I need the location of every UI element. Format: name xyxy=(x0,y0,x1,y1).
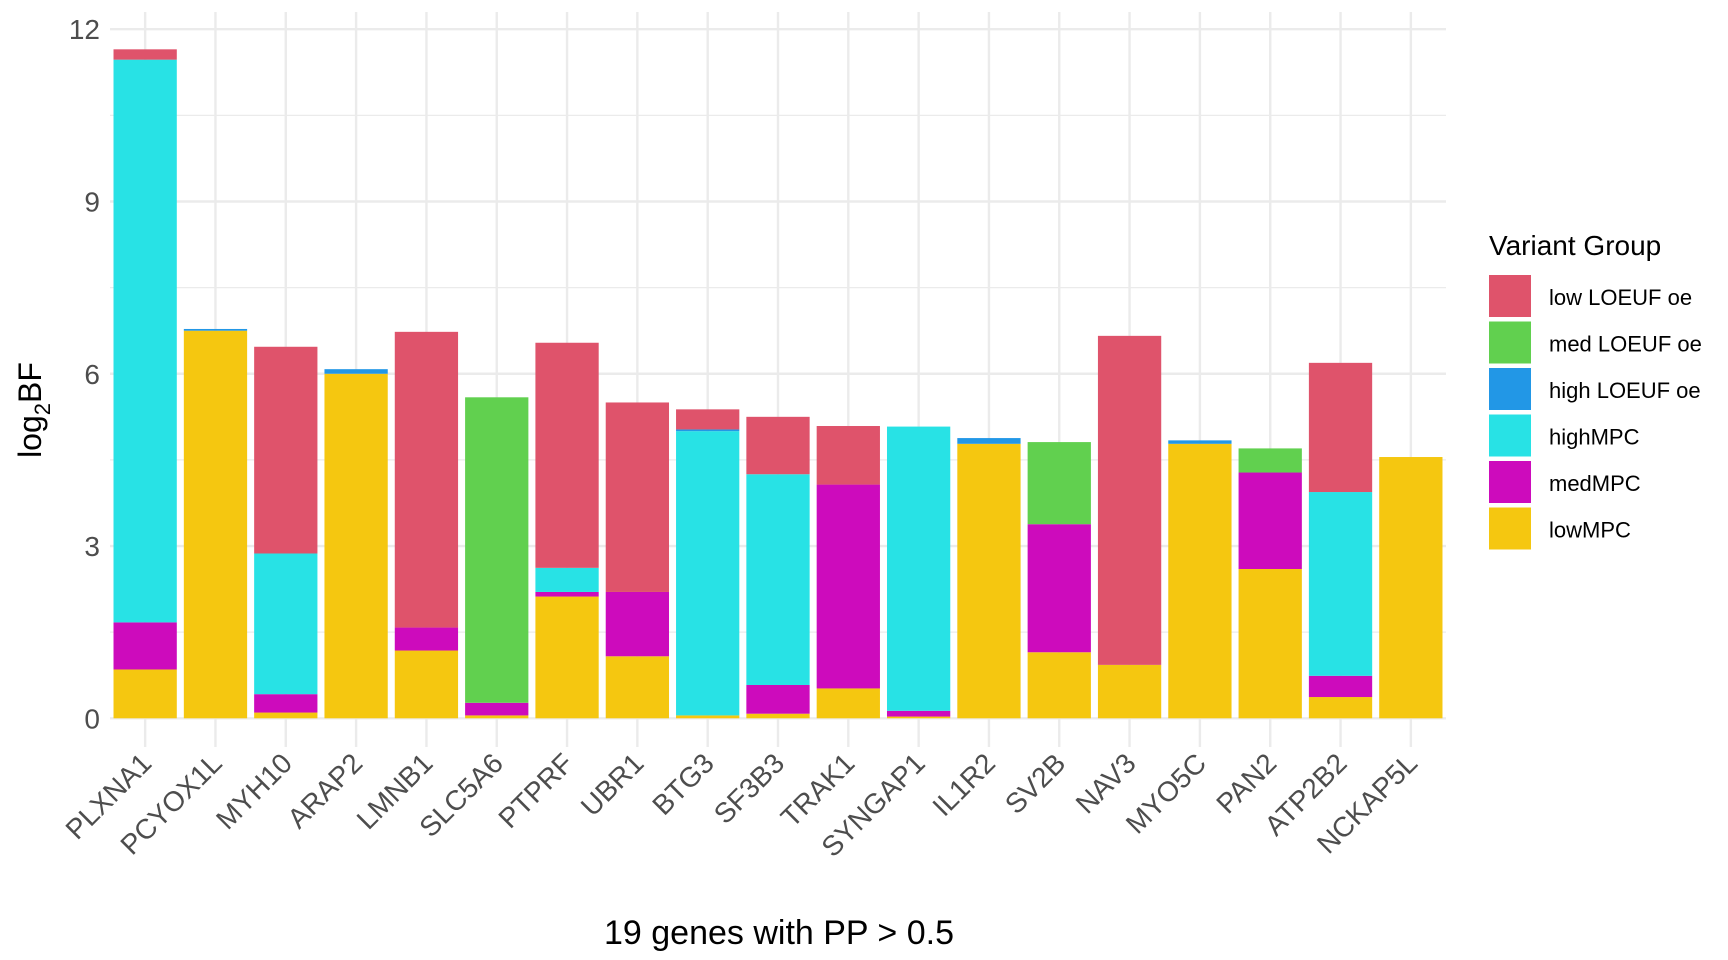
bar-segment xyxy=(394,627,459,651)
bar-segment xyxy=(535,567,599,592)
bar-segment xyxy=(957,438,1021,444)
bar-segment xyxy=(605,402,670,592)
bar-segment xyxy=(816,484,880,689)
bar-segment xyxy=(254,712,318,719)
bar-segment xyxy=(1097,335,1162,665)
bar-segment xyxy=(1097,664,1162,719)
bar-segment xyxy=(816,426,880,485)
x-tick-label: SV2B xyxy=(999,747,1072,820)
bar-segment xyxy=(746,713,810,719)
bar-segment xyxy=(676,429,740,432)
bar-segment xyxy=(535,596,599,719)
bar-segment xyxy=(816,688,880,719)
bar-segment xyxy=(183,330,248,719)
bar-segment xyxy=(1238,472,1302,569)
bar-segment xyxy=(886,426,951,711)
bar-segment xyxy=(676,431,740,716)
x-tick-label: PTPRF xyxy=(492,747,579,834)
y-tick-label: 6 xyxy=(84,359,100,390)
bar-segment xyxy=(605,656,670,719)
legend-label: high LOEUF oe xyxy=(1549,378,1701,403)
bar-segment xyxy=(113,669,177,719)
x-axis-ticks: PLXNA1PCYOX1LMYH10ARAP2LMNB1SLC5A6PTPRFU… xyxy=(60,747,1424,862)
bar-segment xyxy=(1168,443,1232,719)
bar-segment xyxy=(465,397,529,703)
legend-label: medMPC xyxy=(1549,471,1641,496)
bar-segment xyxy=(535,591,599,597)
x-tick-label: IL1R2 xyxy=(926,747,1001,822)
y-tick-label: 3 xyxy=(84,531,100,562)
bar-segment xyxy=(254,553,318,695)
bar-segment xyxy=(1238,568,1302,719)
legend-items: low LOEUF oe med LOEUF oe high LOEUF oe hig… xyxy=(1489,275,1702,550)
y-axis-title-base: log xyxy=(12,415,48,458)
y-axis-title-subscript: 2 xyxy=(30,403,55,415)
legend-key xyxy=(1489,507,1531,550)
bar-segment xyxy=(746,474,810,685)
bar-segment xyxy=(113,59,177,623)
bar-segment xyxy=(676,409,740,430)
bar-segment xyxy=(886,710,951,717)
legend-key xyxy=(1489,321,1531,364)
legend-key xyxy=(1489,368,1531,410)
bar-segment xyxy=(1379,457,1443,719)
bar-segment xyxy=(1168,440,1232,444)
legend-label: highMPC xyxy=(1549,425,1640,450)
bar-segment xyxy=(1308,675,1373,698)
bar-segment xyxy=(605,591,670,657)
bar-segment xyxy=(886,716,951,719)
bar-segment xyxy=(254,694,318,713)
bar-segment xyxy=(746,416,810,475)
x-tick-label: UBR1 xyxy=(575,747,650,822)
bar-segment xyxy=(957,443,1021,719)
y-axis-title-suffix: BF xyxy=(12,362,48,403)
bar-segment xyxy=(465,702,529,716)
bar-segment xyxy=(1027,442,1091,525)
bar-segment xyxy=(324,373,388,719)
legend-key xyxy=(1489,461,1531,503)
legend: Variant Group low LOEUF oe med LOEUF oe hi… xyxy=(1489,230,1702,550)
bar-segment xyxy=(535,342,599,568)
bar-segment xyxy=(113,622,177,670)
y-axis-title: log2BF xyxy=(12,362,55,458)
bar-segment xyxy=(746,684,810,714)
y-tick-label: 0 xyxy=(84,703,100,734)
x-tick-label: SF3B3 xyxy=(708,747,790,829)
bar-segment xyxy=(1308,697,1373,719)
bar-segment xyxy=(113,49,177,60)
y-tick-label: 9 xyxy=(84,186,100,217)
bar-segment xyxy=(1027,524,1091,653)
bar-segment xyxy=(1238,448,1302,473)
legend-title: Variant Group xyxy=(1489,230,1661,261)
legend-key xyxy=(1489,275,1531,317)
bars xyxy=(113,49,1443,719)
legend-label: med LOEUF oe xyxy=(1549,332,1702,357)
bar-segment xyxy=(183,328,248,331)
bar-segment xyxy=(1308,362,1373,493)
y-tick-label: 12 xyxy=(69,14,100,45)
bar-segment xyxy=(394,650,459,719)
y-axis-ticks: 0 3 6 9 12 xyxy=(69,14,100,734)
bar-segment xyxy=(465,715,529,719)
x-axis-title: 19 genes with PP > 0.5 xyxy=(604,914,954,952)
bar-segment xyxy=(254,346,318,554)
bar-segment xyxy=(394,331,459,628)
x-tick-label: MYH10 xyxy=(210,747,298,835)
bar-segment xyxy=(1027,652,1091,719)
x-tick-label: ARAP2 xyxy=(281,747,368,834)
legend-label: lowMPC xyxy=(1549,518,1631,543)
legend-key xyxy=(1489,414,1531,457)
bar-segment xyxy=(1308,492,1373,676)
bar-segment xyxy=(676,715,740,719)
legend-label: low LOEUF oe xyxy=(1549,285,1692,310)
bar-segment xyxy=(324,369,388,374)
